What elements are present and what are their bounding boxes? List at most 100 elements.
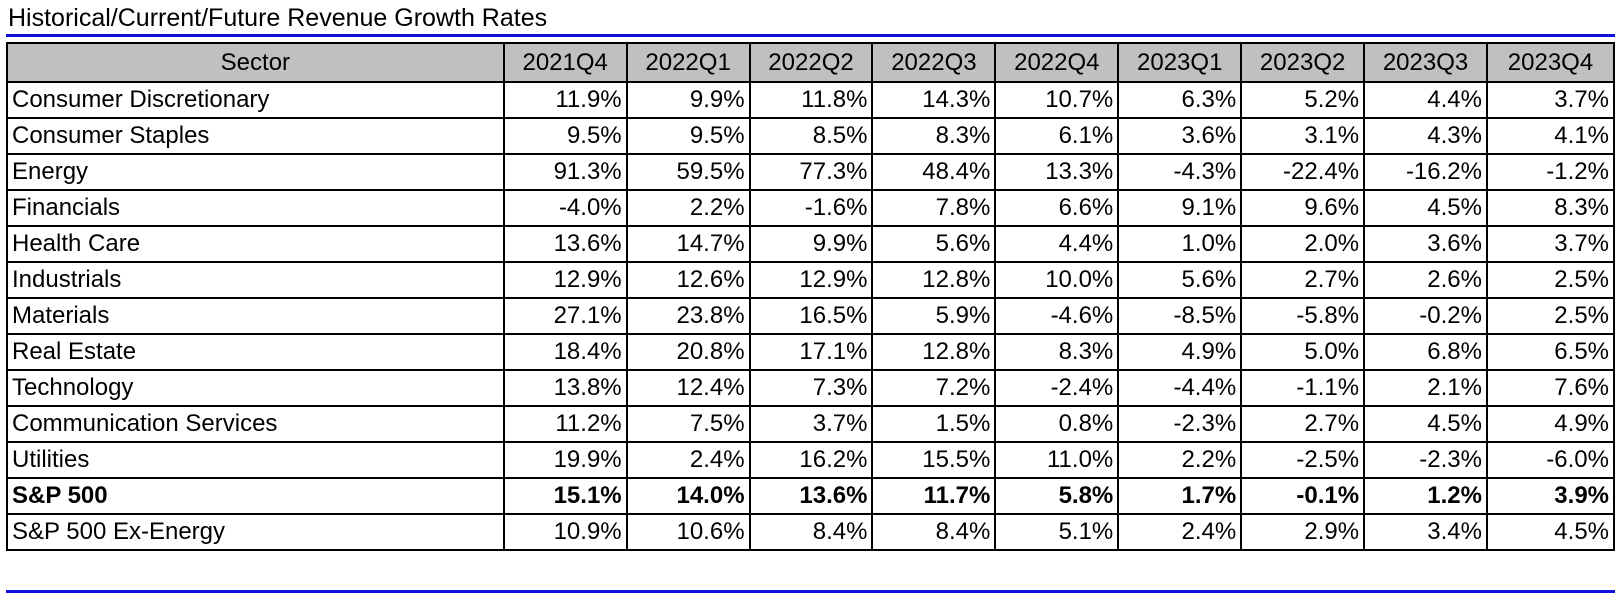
table-row: Technology 13.8% 12.4% 7.3% 7.2% -2.4% -4.4% -1… — [6, 369, 1616, 407]
header-row: Sector 2021Q4 2022Q1 2022Q2 2022Q3 2022Q… — [6, 42, 1616, 83]
sector-name-cell: Consumer Discretionary — [6, 81, 505, 119]
growth-rate-cell: 11.7% — [871, 477, 997, 515]
growth-rate-cell: 12.9% — [748, 261, 874, 299]
growth-rate-cell: 48.4% — [871, 153, 997, 191]
growth-rate-cell: 1.7% — [1117, 477, 1243, 515]
table-row: Industrials 12.9% 12.6% 12.9% 12.8% 10.0% 5.6%… — [6, 261, 1616, 299]
growth-rate-cell: -1.1% — [1240, 369, 1366, 407]
growth-rate-cell: 8.3% — [994, 333, 1120, 371]
column-header-quarter: 2022Q3 — [871, 42, 997, 83]
growth-rate-cell: 9.9% — [625, 81, 751, 119]
growth-rate-cell: -4.6% — [994, 297, 1120, 335]
growth-rate-cell: 9.9% — [748, 225, 874, 263]
growth-rate-cell: 16.5% — [748, 297, 874, 335]
growth-rate-cell: 8.4% — [871, 513, 997, 551]
growth-rate-cell: 4.4% — [1363, 81, 1488, 119]
growth-rate-cell: 5.0% — [1240, 333, 1366, 371]
growth-rate-cell: 13.6% — [748, 477, 874, 515]
growth-rate-cell: -1.6% — [748, 189, 874, 227]
growth-rate-cell: -22.4% — [1240, 153, 1366, 191]
sector-name-cell: Communication Services — [6, 405, 505, 443]
sector-name-cell: Consumer Staples — [6, 117, 505, 155]
growth-rate-cell: 12.9% — [502, 261, 628, 299]
growth-rate-cell: -4.3% — [1117, 153, 1243, 191]
growth-rate-cell: 4.3% — [1363, 117, 1488, 155]
growth-rate-cell: -4.0% — [502, 189, 628, 227]
sector-name-cell: Industrials — [6, 261, 505, 299]
growth-rate-cell: 18.4% — [502, 333, 628, 371]
growth-rate-cell: 11.8% — [748, 81, 874, 119]
growth-rate-cell: 23.8% — [625, 297, 751, 335]
growth-rate-cell: -2.4% — [994, 369, 1120, 407]
growth-rate-cell: -16.2% — [1363, 153, 1488, 191]
growth-rate-cell: 9.5% — [502, 117, 628, 155]
growth-rate-cell: 4.5% — [1363, 405, 1488, 443]
sector-name-cell: Utilities — [6, 441, 505, 479]
sector-name-cell: S&P 500 — [6, 477, 505, 515]
table-row: Energy 91.3% 59.5% 77.3% 48.4% 13.3% -4.3% -22.… — [6, 153, 1616, 191]
sector-name-cell: Technology — [6, 369, 505, 407]
sector-name-cell: Real Estate — [6, 333, 505, 371]
growth-rate-cell: 5.6% — [1117, 261, 1243, 299]
growth-rate-cell: 2.5% — [1485, 297, 1616, 335]
growth-rate-cell: 2.1% — [1363, 369, 1488, 407]
growth-rate-cell: -6.0% — [1485, 441, 1616, 479]
growth-rate-cell: -0.1% — [1240, 477, 1366, 515]
growth-rate-cell: 6.8% — [1363, 333, 1488, 371]
growth-rate-cell: 8.4% — [748, 513, 874, 551]
column-header-quarter: 2023Q3 — [1363, 42, 1488, 83]
growth-rate-cell: -5.8% — [1240, 297, 1366, 335]
growth-rate-cell: 10.7% — [994, 81, 1120, 119]
growth-rate-cell: 19.9% — [502, 441, 628, 479]
growth-rate-cell: 4.5% — [1485, 513, 1616, 551]
table-row: Health Care 13.6% 14.7% 9.9% 5.6% 4.4% 1.0% 2.0… — [6, 225, 1616, 263]
growth-rate-cell: 2.0% — [1240, 225, 1366, 263]
growth-rate-cell: 2.2% — [1117, 441, 1243, 479]
table-row: Real Estate 18.4% 20.8% 17.1% 12.8% 8.3% 4.9% 5… — [6, 333, 1616, 371]
growth-rate-cell: 9.5% — [625, 117, 751, 155]
table-row: Consumer Discretionary 11.9% 9.9% 11.8% 14.3… — [6, 81, 1616, 119]
growth-rate-cell: 14.0% — [625, 477, 751, 515]
growth-rate-cell: 4.4% — [994, 225, 1120, 263]
growth-rate-cell: 0.8% — [994, 405, 1120, 443]
growth-rate-cell: 2.6% — [1363, 261, 1488, 299]
growth-rate-cell: 2.9% — [1240, 513, 1366, 551]
growth-rate-cell: 1.5% — [871, 405, 997, 443]
growth-rate-cell: 8.3% — [871, 117, 997, 155]
table-row: Utilities 19.9% 2.4% 16.2% 15.5% 11.0% 2.2% -2.… — [6, 441, 1616, 479]
growth-rate-cell: 13.3% — [994, 153, 1120, 191]
growth-rate-cell: 12.4% — [625, 369, 751, 407]
growth-rate-cell: -4.4% — [1117, 369, 1243, 407]
growth-rate-cell: 12.6% — [625, 261, 751, 299]
growth-rate-cell: 17.1% — [748, 333, 874, 371]
growth-rate-cell: 15.1% — [502, 477, 628, 515]
growth-rate-cell: 3.6% — [1363, 225, 1488, 263]
sector-name-cell: Materials — [6, 297, 505, 335]
growth-rate-cell: 91.3% — [502, 153, 628, 191]
growth-rate-cell: 13.6% — [502, 225, 628, 263]
growth-rate-cell: 12.8% — [871, 261, 997, 299]
growth-rate-cell: 4.9% — [1117, 333, 1243, 371]
table-title: Historical/Current/Future Revenue Growth… — [8, 4, 548, 32]
growth-rate-cell: 15.5% — [871, 441, 997, 479]
growth-rate-cell: 14.3% — [871, 81, 997, 119]
growth-rate-cell: -8.5% — [1117, 297, 1243, 335]
growth-rate-cell: 3.1% — [1240, 117, 1366, 155]
growth-rate-cell: 2.4% — [1117, 513, 1243, 551]
growth-rate-cell: 2.4% — [625, 441, 751, 479]
revenue-growth-table: Sector 2021Q4 2022Q1 2022Q2 2022Q3 2022Q… — [6, 42, 1616, 551]
sector-name-cell: S&P 500 Ex-Energy — [6, 513, 505, 551]
column-header-quarter: 2023Q2 — [1240, 42, 1366, 83]
growth-rate-cell: 2.5% — [1485, 261, 1616, 299]
table-body: Consumer Discretionary 11.9% 9.9% 11.8% 14.3… — [6, 81, 1616, 551]
growth-rate-cell: 3.7% — [748, 405, 874, 443]
growth-rate-cell: 6.6% — [994, 189, 1120, 227]
growth-rate-cell: 7.8% — [871, 189, 997, 227]
growth-rate-cell: 11.9% — [502, 81, 628, 119]
growth-rate-cell: 5.9% — [871, 297, 997, 335]
growth-rate-cell: 3.7% — [1485, 225, 1616, 263]
growth-rate-cell: 4.5% — [1363, 189, 1488, 227]
growth-rate-cell: 3.9% — [1485, 477, 1616, 515]
column-header-quarter: 2022Q2 — [748, 42, 874, 83]
growth-rate-cell: 20.8% — [625, 333, 751, 371]
